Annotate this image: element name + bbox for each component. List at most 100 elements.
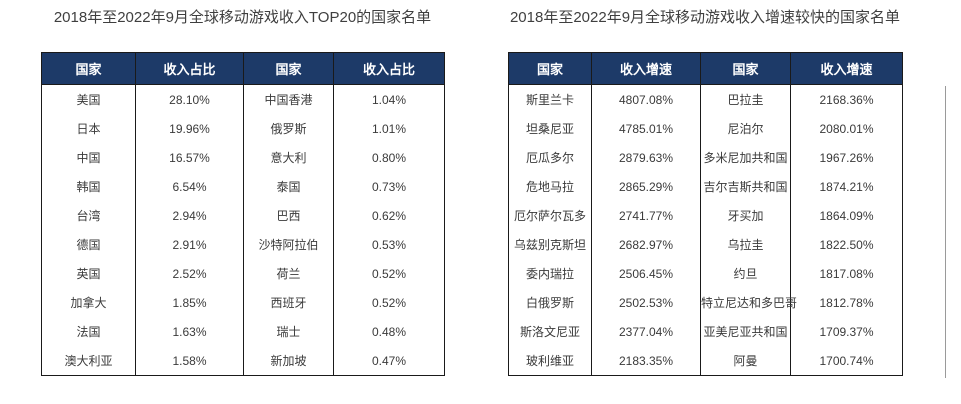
- country-cell: 加拿大: [70, 296, 107, 310]
- header-row: 国家 收入占比 国家 收入占比: [41, 52, 445, 85]
- country-cell: 德国: [76, 238, 101, 252]
- table-row: 日本 19.96% 俄罗斯 1.01%: [42, 114, 445, 143]
- value-cell: 1700.74%: [790, 346, 903, 376]
- country-cell: 厄尔萨尔瓦多: [513, 209, 586, 223]
- revenue-growth-table: 国家 收入增速 国家 收入增速 斯里兰卡 4807.08% 巴拉圭 2168.3…: [508, 52, 903, 376]
- table-row: 委内瑞拉 2506.45% 约旦 1817.08%: [509, 259, 903, 288]
- column-header-country: 国家: [243, 52, 334, 85]
- country-cell: 约旦: [700, 259, 791, 288]
- table-row: 德国 2.91% 沙特阿拉伯 0.53%: [42, 230, 445, 259]
- left-table-title: 2018年至2022年9月全球移动游戏收入TOP20的国家名单: [53, 9, 432, 26]
- table-row: 厄瓜多尔 2879.63% 多米尼加共和国 1967.26%: [509, 143, 903, 172]
- header-row: 国家 收入增速 国家 收入增速: [508, 52, 903, 85]
- table-row: 加拿大 1.85% 西班牙 0.52%: [42, 288, 445, 317]
- value-cell: 16.57%: [135, 143, 244, 172]
- country-cell: 坦桑尼亚: [525, 122, 574, 136]
- country-cell: 特立尼达和多巴哥: [700, 288, 797, 317]
- table-row: 韩国 6.54% 泰国 0.73%: [42, 172, 445, 201]
- country-cell: 荷兰: [243, 259, 334, 288]
- country-cell: 日本: [76, 122, 101, 136]
- value-cell: 1.85%: [135, 288, 244, 317]
- table-row: 危地马拉 2865.29% 吉尔吉斯共和国 1874.21%: [509, 172, 903, 201]
- table-row: 台湾 2.94% 巴西 0.62%: [42, 201, 445, 230]
- country-cell: 法国: [76, 325, 101, 339]
- country-cell: 沙特阿拉伯: [243, 230, 334, 259]
- country-cell: 吉尔吉斯共和国: [700, 172, 791, 201]
- column-header-growth: 收入增速: [591, 52, 701, 85]
- table-row: 法国 1.63% 瑞士 0.48%: [42, 317, 445, 346]
- table-row: 英国 2.52% 荷兰 0.52%: [42, 259, 445, 288]
- country-cell: 厄瓜多尔: [525, 151, 574, 165]
- country-cell: 巴拉圭: [700, 84, 791, 114]
- value-cell: 0.47%: [333, 346, 445, 376]
- value-cell: 2183.35%: [591, 346, 701, 376]
- country-cell: 尼泊尔: [700, 114, 791, 143]
- table-row: 美国 28.10% 中国香港 1.04%: [42, 84, 445, 114]
- country-cell: 台湾: [76, 209, 101, 223]
- left-table-panel: 2018年至2022年9月全球移动游戏收入TOP20的国家名单 国家 收入占比 …: [41, 8, 445, 376]
- table-row: 坦桑尼亚 4785.01% 尼泊尔 2080.01%: [509, 114, 903, 143]
- country-cell: 新加坡: [243, 346, 334, 376]
- value-cell: 1874.21%: [790, 172, 903, 201]
- column-header-growth: 收入增速: [790, 52, 903, 85]
- country-cell: 澳大利亚: [64, 354, 113, 368]
- country-cell: 危地马拉: [525, 180, 574, 194]
- value-cell: 2502.53%: [591, 288, 701, 317]
- country-cell: 西班牙: [243, 288, 334, 317]
- value-cell: 1817.08%: [790, 259, 903, 288]
- country-cell: 多米尼加共和国: [700, 143, 791, 172]
- country-cell: 乌兹别克斯坦: [513, 238, 586, 252]
- value-cell: 1822.50%: [790, 230, 903, 259]
- country-cell: 斯里兰卡: [525, 93, 574, 107]
- value-cell: 0.80%: [333, 143, 445, 172]
- table-row: 澳大利亚 1.58% 新加坡 0.47%: [42, 346, 445, 376]
- country-cell: 泰国: [243, 172, 334, 201]
- value-cell: 2168.36%: [790, 84, 903, 114]
- value-cell: 1864.09%: [790, 201, 903, 230]
- value-cell: 1.04%: [333, 84, 445, 114]
- country-cell: 乌拉圭: [700, 230, 791, 259]
- country-cell: 阿曼: [700, 346, 791, 376]
- column-header-share: 收入占比: [135, 52, 244, 85]
- value-cell: 2741.77%: [591, 201, 701, 230]
- country-cell: 英国: [76, 267, 101, 281]
- column-header-country: 国家: [508, 52, 592, 85]
- revenue-share-table: 国家 收入占比 国家 收入占比 美国 28.10% 中国香港 1.04% 日本 …: [41, 52, 445, 376]
- value-cell: 19.96%: [135, 114, 244, 143]
- country-cell: 中国香港: [243, 84, 334, 114]
- country-cell: 委内瑞拉: [525, 267, 574, 281]
- column-header-country: 国家: [41, 52, 136, 85]
- table-row: 中国 16.57% 意大利 0.80%: [42, 143, 445, 172]
- country-cell: 美国: [76, 93, 101, 107]
- value-cell: 28.10%: [135, 84, 244, 114]
- value-cell: 2080.01%: [790, 114, 903, 143]
- country-cell: 玻利维亚: [525, 354, 574, 368]
- value-cell: 2506.45%: [591, 259, 701, 288]
- value-cell: 2.94%: [135, 201, 244, 230]
- table-row: 斯里兰卡 4807.08% 巴拉圭 2168.36%: [509, 84, 903, 114]
- table-row: 玻利维亚 2183.35% 阿曼 1700.74%: [509, 346, 903, 376]
- country-cell: 瑞士: [243, 317, 334, 346]
- value-cell: 4807.08%: [591, 84, 701, 114]
- table-row: 斯洛文尼亚 2377.04% 亚美尼亚共和国 1709.37%: [509, 317, 903, 346]
- country-cell: 白俄罗斯: [525, 296, 574, 310]
- country-cell: 巴西: [243, 201, 334, 230]
- value-cell: 2.91%: [135, 230, 244, 259]
- country-cell: 牙买加: [700, 201, 791, 230]
- country-cell: 亚美尼亚共和国: [700, 317, 791, 346]
- table-row: 厄尔萨尔瓦多 2741.77% 牙买加 1864.09%: [509, 201, 903, 230]
- value-cell: 2377.04%: [591, 317, 701, 346]
- value-cell: 2865.29%: [591, 172, 701, 201]
- value-cell: 1967.26%: [790, 143, 903, 172]
- value-cell: 0.73%: [333, 172, 445, 201]
- value-cell: 0.53%: [333, 230, 445, 259]
- column-header-share: 收入占比: [333, 52, 445, 85]
- country-cell: 俄罗斯: [243, 114, 334, 143]
- country-cell: 中国: [76, 151, 101, 165]
- right-table-title: 2018年至2022年9月全球移动游戏收入增速较快的国家名单: [509, 9, 901, 26]
- value-cell: 0.48%: [333, 317, 445, 346]
- value-cell: 1709.37%: [790, 317, 903, 346]
- value-cell: 2.52%: [135, 259, 244, 288]
- country-cell: 韩国: [76, 180, 101, 194]
- country-cell: 斯洛文尼亚: [519, 325, 580, 339]
